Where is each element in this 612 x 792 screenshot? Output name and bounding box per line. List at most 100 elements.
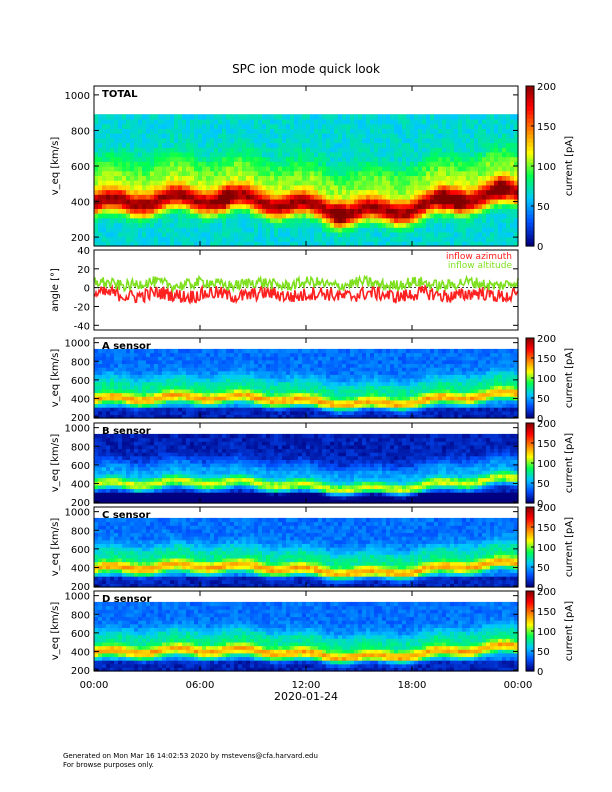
heatmap-cell [162, 208, 167, 214]
heatmap-cell [378, 227, 383, 233]
heatmap-cell [438, 407, 443, 412]
heatmap-cell [182, 396, 187, 401]
heatmap-cell [382, 208, 387, 214]
heatmap-cell [450, 175, 455, 181]
heatmap-cell [494, 170, 499, 177]
heatmap-cell [246, 356, 251, 361]
heatmap-cell [346, 407, 351, 412]
heatmap-cell [110, 385, 115, 390]
heatmap-cell [326, 241, 331, 247]
heatmap-cell [250, 208, 255, 214]
heatmap-cell [182, 194, 187, 200]
heatmap-cell [458, 222, 463, 228]
heatmap-cell [462, 374, 467, 379]
heatmap-cell [126, 241, 131, 247]
heatmap-cell [466, 184, 471, 191]
heatmap-cell [366, 385, 371, 390]
heatmap-cell [370, 403, 375, 408]
heatmap-cell [170, 184, 175, 191]
heatmap-cell [334, 381, 339, 386]
heatmap-cell [282, 123, 287, 129]
heatmap-cell [278, 414, 283, 419]
heatmap-cell [374, 241, 379, 247]
heatmap-cell [442, 227, 447, 233]
heatmap-cell [282, 385, 287, 390]
heatmap-cell [122, 151, 127, 158]
heatmap-cell [150, 118, 155, 125]
heatmap-cell [150, 208, 155, 214]
heatmap-cell [450, 142, 455, 148]
heatmap-cell [306, 352, 311, 357]
heatmap-cell [254, 396, 259, 401]
heatmap-cell [478, 222, 483, 228]
heatmap-cell [198, 114, 203, 120]
heatmap-cell [186, 363, 191, 368]
heatmap-cell [502, 227, 507, 233]
heatmap-cell [342, 147, 347, 153]
heatmap-cell [134, 370, 139, 375]
heatmap-cell [410, 161, 415, 167]
heatmap-cell [114, 388, 119, 394]
heatmap-cell [286, 137, 291, 144]
heatmap-cell [258, 161, 263, 167]
heatmap-cell [302, 396, 307, 401]
heatmap-cell [418, 241, 423, 247]
heatmap-cell [322, 128, 327, 134]
heatmap-cell [230, 378, 235, 383]
heatmap-cell [490, 392, 495, 397]
heatmap-cell [326, 166, 331, 172]
heatmap-cell [346, 370, 351, 375]
heatmap-cell [466, 392, 471, 397]
heatmap-cell [506, 142, 511, 148]
heatmap-cell [258, 118, 263, 125]
heatmap-cell [94, 213, 99, 219]
heatmap-cell [102, 128, 107, 134]
heatmap-cell [450, 381, 455, 386]
heatmap-cell [274, 184, 279, 191]
heatmap-cell [494, 385, 499, 390]
heatmap-cell [438, 236, 443, 242]
heatmap-cell [438, 381, 443, 386]
heatmap-cell [282, 175, 287, 181]
heatmap-cell [98, 399, 103, 405]
heatmap-cell [486, 385, 491, 390]
heatmap-cell [266, 399, 271, 405]
heatmap-cell [234, 381, 239, 386]
heatmap-cell [142, 410, 147, 415]
heatmap-cell [246, 410, 251, 415]
heatmap-cell [214, 356, 219, 361]
heatmap-cell [202, 180, 207, 186]
heatmap-cell [226, 184, 231, 191]
heatmap-cell [406, 189, 411, 195]
heatmap-cell [362, 348, 367, 354]
heatmap-cell [290, 114, 295, 120]
heatmap-cell [214, 166, 219, 172]
heatmap-cell [286, 388, 291, 394]
heatmap-cell [418, 352, 423, 357]
heatmap-cell [118, 142, 123, 148]
heatmap-cell [214, 414, 219, 419]
heatmap-cell [490, 414, 495, 419]
heatmap-cell [462, 367, 467, 372]
heatmap-cell [170, 133, 175, 139]
heatmap-cell [486, 217, 491, 224]
heatmap-cell [250, 227, 255, 233]
heatmap-cell [362, 222, 367, 228]
heatmap-cell [294, 133, 299, 139]
heatmap-cell [326, 236, 331, 242]
heatmap-cell [466, 396, 471, 401]
heatmap-cell [282, 399, 287, 405]
heatmap-cell [466, 123, 471, 129]
heatmap-cell [478, 198, 483, 205]
heatmap-cell [166, 175, 171, 181]
heatmap-cell [154, 208, 159, 214]
heatmap-cell [386, 123, 391, 129]
heatmap-cell [262, 414, 267, 419]
heatmap-cell [138, 399, 143, 405]
heatmap-cell [486, 370, 491, 375]
heatmap-cell [390, 137, 395, 144]
heatmap-cell [390, 151, 395, 158]
heatmap-cell [166, 161, 171, 167]
heatmap-cell [494, 399, 499, 405]
heatmap-cell [302, 114, 307, 120]
